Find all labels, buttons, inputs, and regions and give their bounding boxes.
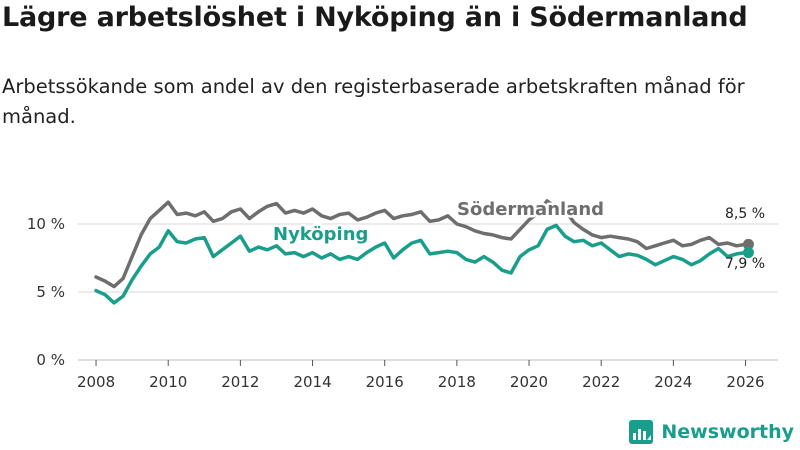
brand-logo: Newsworthy (629, 420, 794, 444)
series-label-nykoping: Nyköping (273, 224, 368, 245)
series-labels: Södermanland Nyköping 8,5 % 7,9 % (271, 197, 766, 273)
series-line-nykoping (94, 223, 751, 305)
series-lines (94, 199, 754, 305)
end-value-nykoping: 7,9 % (725, 256, 765, 272)
gridlines: 0 % 5 % 10 % (27, 215, 778, 369)
series-label-sodermanland: Södermanland (457, 199, 604, 220)
y-tick-label: 10 % (27, 215, 65, 233)
x-tick-label: 2010 (149, 373, 187, 391)
end-value-sodermanland: 8,5 % (725, 206, 765, 222)
x-tick-label: 2026 (726, 373, 764, 391)
x-tick-label: 2018 (438, 373, 476, 391)
brand-name: Newsworthy (661, 421, 794, 443)
x-tick-label: 2022 (582, 373, 620, 391)
chart-title: Lägre arbetslöshet i Nyköping än i Söder… (2, 2, 748, 33)
y-tick-label: 0 % (36, 351, 65, 369)
y-tick-label: 5 % (36, 283, 65, 301)
series-line-sodermanland (94, 199, 751, 289)
newsworthy-logo-icon (629, 420, 654, 444)
end-dot-sodermanland (742, 238, 754, 250)
x-tick-label: 2014 (293, 373, 331, 391)
x-tick-label: 2012 (221, 373, 259, 391)
end-dot-nykoping (742, 247, 754, 259)
chart-subtitle: Arbetssökande som andel av den registerb… (2, 75, 745, 128)
x-tick-label: 2020 (510, 373, 548, 391)
x-tick-label: 2016 (366, 373, 404, 391)
x-tick-label: 2008 (77, 373, 115, 391)
x-axis: 2008 2010 2012 2014 2016 2018 2020 2022 2024 2026 (77, 360, 765, 391)
x-tick-label: 2024 (654, 373, 692, 391)
